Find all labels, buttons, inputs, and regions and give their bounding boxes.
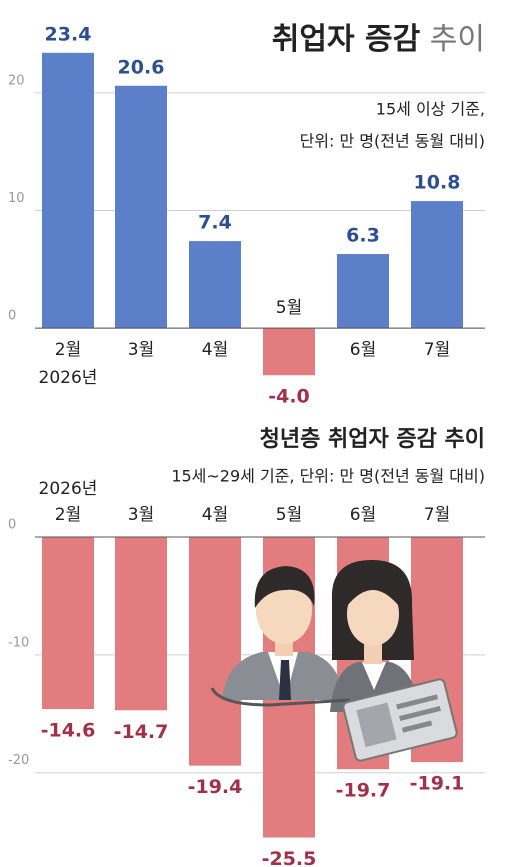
subtitle: 15세~29세 기준, 단위: 만 명(전년 동월 대비) (171, 467, 485, 486)
value-label: 20.6 (118, 56, 165, 78)
x-tick-label: 3월 (128, 340, 154, 360)
bar (263, 328, 315, 376)
value-label: -4.0 (268, 386, 310, 408)
y-tick-label: 0 (8, 518, 16, 533)
x-tick-label: 5월 (276, 298, 302, 318)
y-tick-label: 0 (8, 309, 16, 324)
value-label: -19.1 (410, 773, 465, 795)
bar (189, 537, 241, 766)
chart-title: 청년층 취업자 증감 추이 (260, 427, 485, 452)
x-tick-label: 4월 (202, 505, 228, 525)
y-tick-label: -10 (8, 635, 29, 650)
bar (337, 254, 389, 329)
title-main: 취업자 증감 (272, 22, 421, 57)
bar (42, 52, 94, 329)
year-label: 2026년 (39, 479, 98, 499)
value-label: -19.4 (188, 776, 243, 798)
x-tick-label: 6월 (350, 505, 376, 525)
subtitle: 단위: 만 명(전년 동월 대비) (300, 132, 485, 151)
bar (42, 537, 94, 710)
title-light: 추이 (430, 22, 485, 57)
value-label: -25.5 (262, 848, 317, 867)
y-tick-label: 20 (8, 73, 25, 88)
value-label: 10.8 (414, 172, 461, 194)
value-label: -14.7 (114, 721, 169, 743)
y-tick-label: 10 (8, 191, 25, 206)
bar (189, 241, 241, 329)
x-tick-label: 7월 (424, 505, 450, 525)
x-tick-label: 6월 (350, 340, 376, 360)
subtitle: 15세 이상 기준, (376, 100, 485, 119)
bar (115, 85, 167, 329)
bar (115, 537, 167, 711)
value-label: 6.3 (346, 225, 380, 247)
y-tick-label: -20 (8, 753, 29, 768)
x-tick-label: 7월 (424, 340, 450, 360)
bar (411, 201, 463, 329)
x-tick-label: 2월 (55, 505, 81, 525)
x-tick-label: 4월 (202, 340, 228, 360)
value-label: 23.4 (45, 23, 92, 45)
value-label: 7.4 (198, 212, 232, 234)
people-illustration (210, 560, 458, 762)
value-label: -14.6 (41, 720, 96, 742)
x-tick-label: 3월 (128, 505, 154, 525)
chart-title: 취업자 증감 추이 (272, 22, 485, 57)
x-tick-label: 2월 (55, 340, 81, 360)
value-label: -19.7 (336, 780, 391, 802)
year-label: 2026년 (39, 368, 98, 388)
x-tick-label: 5월 (276, 505, 302, 525)
